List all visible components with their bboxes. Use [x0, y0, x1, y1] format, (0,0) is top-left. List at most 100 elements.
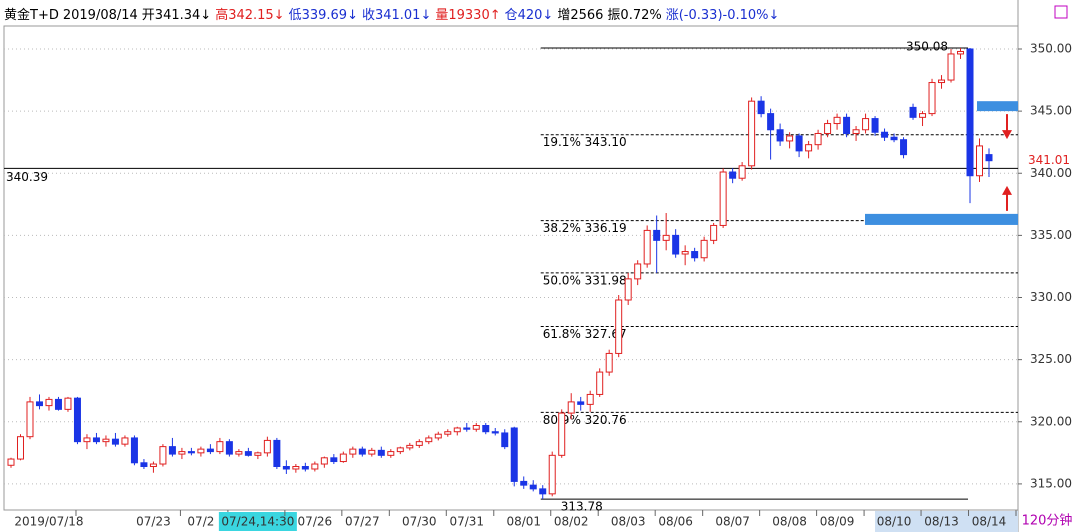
- x-tick-label: 08/10: [877, 515, 912, 529]
- x-tick-label: 07/30: [402, 515, 437, 529]
- candle-body: [472, 425, 480, 430]
- candle-body: [957, 50, 965, 55]
- candle-body: [149, 463, 157, 468]
- candle-body: [928, 82, 936, 115]
- candle-body: [795, 135, 803, 152]
- x-tick-label: 07/2: [187, 515, 214, 529]
- y-tick-label: 315.00: [1030, 476, 1072, 490]
- candle-body: [624, 278, 632, 301]
- candle-body: [54, 398, 62, 410]
- candle-body: [425, 437, 433, 443]
- x-tick-label: 07/26: [298, 515, 333, 529]
- candle-body: [767, 113, 775, 131]
- header-item: 低339.69↓: [288, 8, 358, 23]
- candle-body: [634, 263, 642, 280]
- candle-body: [168, 446, 176, 455]
- candle-body: [178, 451, 186, 455]
- candle-body: [919, 113, 927, 118]
- candle-body: [653, 229, 661, 241]
- fib-label: 50.0% 331.98: [543, 273, 627, 287]
- candle-body: [567, 401, 575, 414]
- candle-body: [482, 425, 490, 433]
- candle-body: [35, 401, 43, 407]
- candle-body: [577, 401, 585, 405]
- arrow-head: [1002, 185, 1012, 195]
- x-tick-label: 08/07: [715, 515, 750, 529]
- candle-body: [64, 397, 72, 410]
- candle-body: [691, 251, 699, 259]
- candle-body: [301, 466, 309, 470]
- candle-body: [833, 116, 841, 125]
- candle-body: [339, 453, 347, 463]
- candle-body: [263, 439, 271, 454]
- arrow-head: [1002, 130, 1012, 140]
- header-item: 涨(-0.33)-0.10%↓: [665, 8, 780, 23]
- candle-body: [786, 135, 794, 142]
- candle-body: [558, 412, 566, 456]
- candle-body: [852, 129, 860, 134]
- candle-body: [596, 371, 604, 395]
- candle-body: [862, 118, 870, 131]
- candle-body: [244, 451, 252, 456]
- candle-body: [396, 447, 404, 453]
- candle-body: [643, 229, 651, 265]
- header-item: 黄金T+D: [4, 8, 59, 23]
- candle-body: [121, 437, 129, 445]
- candle-body: [539, 488, 547, 495]
- header-item: 2019/08/14: [62, 8, 138, 23]
- period-label: 120分钟: [1022, 513, 1073, 529]
- x-tick-label: 08/08: [772, 515, 807, 529]
- candle-body: [216, 441, 224, 453]
- candle-body: [776, 129, 784, 142]
- candle-body: [45, 398, 53, 407]
- y-tick-label: 335.00: [1030, 228, 1072, 242]
- candle-body: [73, 397, 81, 443]
- candle-body: [824, 123, 832, 134]
- x-tick-label: 08/03: [611, 515, 646, 529]
- candle-body: [197, 448, 205, 454]
- header-item: 增2566: [557, 8, 604, 23]
- candle-body: [662, 234, 670, 241]
- candle-body: [187, 451, 195, 454]
- candle-body: [529, 484, 537, 490]
- candle-body: [26, 401, 34, 438]
- candle-body: [871, 118, 879, 133]
- candle-body: [206, 448, 214, 453]
- candle-body: [805, 144, 813, 152]
- candle-body: [510, 427, 518, 482]
- candle-body: [520, 480, 528, 486]
- candle-body: [320, 457, 328, 465]
- candle-body: [985, 154, 993, 162]
- header-item: 仓420↓: [504, 8, 554, 23]
- candle-body: [140, 462, 148, 468]
- candle-body: [330, 457, 338, 463]
- candle-body: [159, 446, 167, 465]
- candle-body: [254, 452, 262, 456]
- fib-label: 313.78: [561, 500, 603, 514]
- candle-body: [358, 448, 366, 455]
- candle-body: [463, 427, 471, 430]
- header-item: 振0.72%: [607, 8, 662, 23]
- candle-body: [349, 448, 357, 455]
- candle-body: [710, 224, 718, 241]
- candle-body: [729, 171, 737, 179]
- x-tick-label: 07/23: [136, 515, 171, 529]
- fib-label: 38.2% 336.19: [543, 221, 627, 235]
- fib-label: 80.9% 320.76: [543, 413, 627, 427]
- header-item: 高342.15↓: [215, 8, 285, 23]
- x-tick-label: 07/31: [449, 515, 484, 529]
- header-item: 收341.01↓: [361, 8, 432, 23]
- candle-body: [368, 449, 376, 455]
- y-tick-label: 325.00: [1030, 352, 1072, 366]
- window-button[interactable]: [1054, 5, 1068, 19]
- y-tick-label: 320.00: [1030, 414, 1072, 428]
- last-price-label: 341.01: [1028, 153, 1070, 167]
- candle-body: [406, 444, 414, 449]
- candle-body: [548, 454, 556, 495]
- candle-body: [130, 437, 138, 464]
- candle-body: [814, 132, 822, 146]
- candle-body: [738, 165, 746, 179]
- candle-body: [311, 463, 319, 470]
